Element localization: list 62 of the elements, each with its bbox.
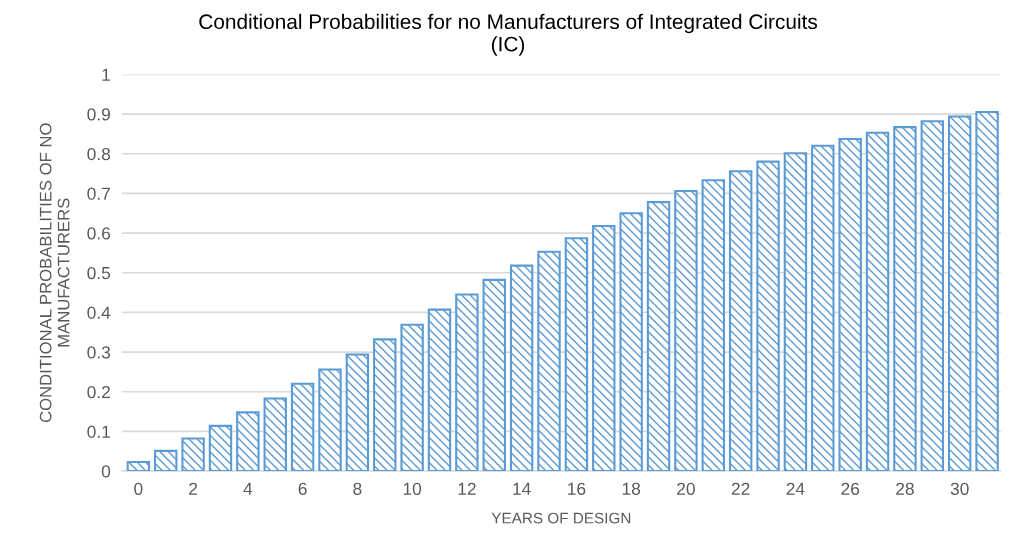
x-tick-label: 2 [189,482,198,495]
y-tick-label: 0.7 [87,187,110,200]
bar [263,397,287,472]
bar [838,138,862,472]
bar [455,293,479,472]
bar [592,224,616,472]
x-tick-label: 28 [896,482,914,495]
x-tick-label: 14 [513,482,531,495]
y-tick-label: 0.8 [87,147,111,161]
bar [756,160,780,472]
y-tick-label: 0.5 [87,266,111,280]
y-tick-label: 0.3 [87,346,111,359]
x-tick-label: 6 [298,482,307,495]
bar [181,437,205,472]
bar [154,449,178,472]
x-tick-label: 26 [841,482,860,495]
x-tick-label: 18 [622,482,641,495]
bar [619,212,643,472]
chart-title: Conditional Probabilities for no Manufacturers of Integrated Circuits (IC) [199,13,818,56]
x-tick-label: 0 [134,482,143,495]
y-tick-label: 0.6 [87,227,111,240]
bar [373,338,397,472]
y-tick-label: 0.4 [87,306,111,319]
bar [482,278,506,472]
x-tick-label: 4 [243,482,253,495]
bar [783,152,808,472]
bar [126,460,151,472]
bar [290,382,315,472]
y-tick-label: 0.9 [87,108,110,121]
x-tick-label: 30 [950,482,969,495]
bar [701,179,726,472]
x-tick-label: 16 [568,482,586,495]
bar [811,144,835,472]
y-tick-label: 0.1 [87,425,110,438]
bar [318,368,342,472]
bar [920,120,945,472]
bar [208,424,233,472]
bar [893,126,917,472]
bar [400,323,424,472]
x-tick-label: 8 [353,482,362,495]
bar [537,250,561,472]
bar [646,201,671,472]
y-tick-label: 0 [101,465,111,478]
bar [728,170,753,472]
y-tick-label: 0.2 [87,385,110,399]
x-tick-label: 10 [403,482,422,495]
bar [236,411,260,472]
x-tick-label: 20 [677,482,695,495]
bar [564,237,589,472]
x-tick-label: 12 [458,482,476,495]
bar [345,353,370,472]
bar [865,131,890,472]
x-tick-label: 22 [731,482,750,495]
bar [947,115,972,472]
bar [975,111,999,472]
bar [427,308,452,472]
x-axis-title: YEARS OF DESIGN [491,512,631,524]
y-tick-label: 1 [102,68,110,81]
bar [674,189,698,472]
bar [509,264,534,472]
x-tick-label: 24 [786,482,805,495]
y-axis-title: CONDITIONAL PROBABILITIES OF NO MANUFACTURERS [39,123,70,423]
